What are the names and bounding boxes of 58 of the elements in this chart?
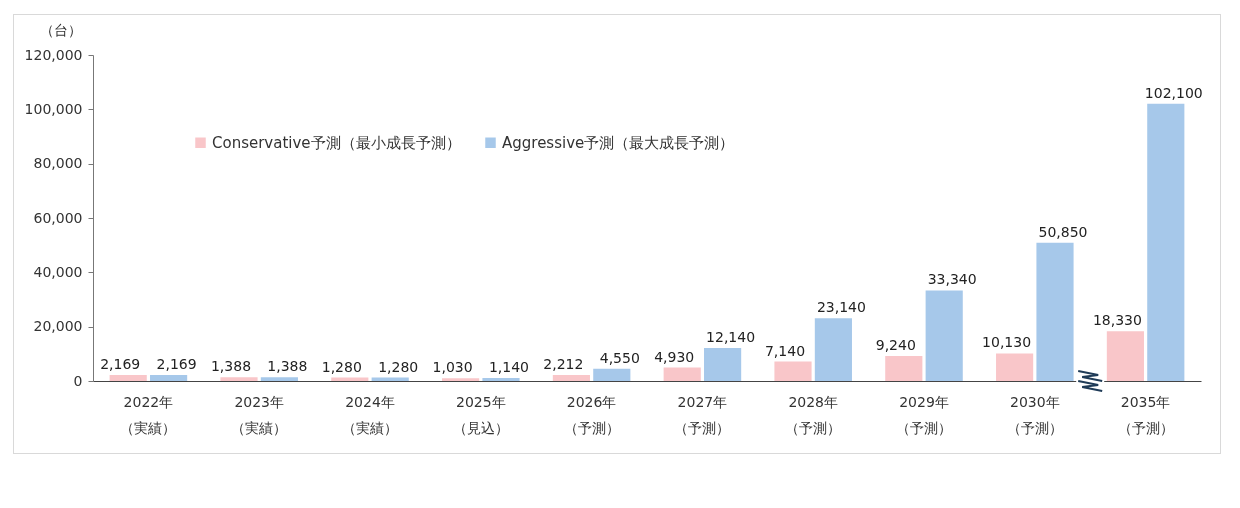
data-label: 2,169 bbox=[100, 356, 141, 373]
bar bbox=[482, 377, 520, 381]
data-label: 2,212 bbox=[543, 355, 584, 372]
data-label: 4,930 bbox=[654, 348, 695, 365]
data-label: 1,388 bbox=[267, 358, 308, 375]
x-tick-label: 2030年（予測） bbox=[1006, 393, 1063, 436]
bar bbox=[260, 377, 298, 381]
x-tick-label: 2028年（予測） bbox=[785, 393, 842, 436]
bar bbox=[704, 348, 742, 381]
y-tick-label: 40,000 bbox=[33, 263, 83, 280]
bar bbox=[1147, 103, 1185, 381]
bar bbox=[814, 318, 852, 381]
bar bbox=[996, 353, 1034, 381]
y-tick-label: 120,000 bbox=[24, 46, 83, 63]
data-label: 7,140 bbox=[764, 342, 806, 359]
legend-label: Conservative予測（最小成長予測） bbox=[212, 133, 461, 152]
data-label: 10,130 bbox=[982, 334, 1032, 351]
x-tick-label: 2024年（実績） bbox=[342, 393, 398, 436]
bar bbox=[552, 374, 590, 381]
x-tick-label: 2035年（予測） bbox=[1117, 393, 1174, 436]
bar bbox=[774, 361, 812, 381]
data-label: 1,280 bbox=[378, 358, 419, 375]
y-tick-label: 80,000 bbox=[33, 155, 83, 172]
bar bbox=[593, 368, 631, 381]
data-label: 1,280 bbox=[321, 358, 362, 375]
y-tick-label: 20,000 bbox=[33, 318, 83, 335]
data-label: 4,550 bbox=[599, 349, 640, 366]
data-label: 102,100 bbox=[1144, 84, 1203, 101]
data-label: 18,330 bbox=[1092, 312, 1142, 329]
y-tick-label: 100,000 bbox=[24, 100, 83, 117]
data-label: 1,140 bbox=[488, 358, 530, 375]
y-tick-label: 60,000 bbox=[33, 209, 83, 226]
data-label: 1,030 bbox=[432, 359, 473, 376]
data-label: 23,140 bbox=[816, 299, 866, 316]
x-tick-label: 2023年（実績） bbox=[231, 393, 288, 436]
data-label: 9,240 bbox=[875, 336, 916, 353]
data-label: 33,340 bbox=[927, 271, 977, 288]
y-axis-title: （台） bbox=[39, 21, 82, 38]
bar bbox=[442, 378, 480, 381]
bar bbox=[885, 355, 923, 381]
bar bbox=[109, 375, 147, 381]
x-tick-label: 2026年（予測） bbox=[563, 393, 620, 436]
x-tick-label: 2027年（予測） bbox=[674, 393, 731, 436]
data-label: 2,169 bbox=[156, 356, 197, 373]
x-tick-label: 2022年（実績） bbox=[120, 393, 177, 436]
bar bbox=[1036, 242, 1074, 381]
x-tick-label: 2025年（見込） bbox=[452, 393, 509, 436]
bar bbox=[1106, 331, 1144, 381]
data-label: 50,850 bbox=[1038, 223, 1088, 240]
legend-label: Aggressive予測（最大成長予測） bbox=[502, 133, 735, 152]
bar bbox=[925, 290, 963, 381]
data-label: 12,140 bbox=[706, 329, 756, 346]
data-label: 1,388 bbox=[210, 358, 252, 375]
bar bbox=[150, 375, 188, 381]
x-tick-label: 2029年（予測） bbox=[896, 393, 952, 436]
bar bbox=[220, 377, 258, 381]
y-tick-label: 0 bbox=[73, 372, 83, 389]
bar bbox=[663, 367, 701, 381]
